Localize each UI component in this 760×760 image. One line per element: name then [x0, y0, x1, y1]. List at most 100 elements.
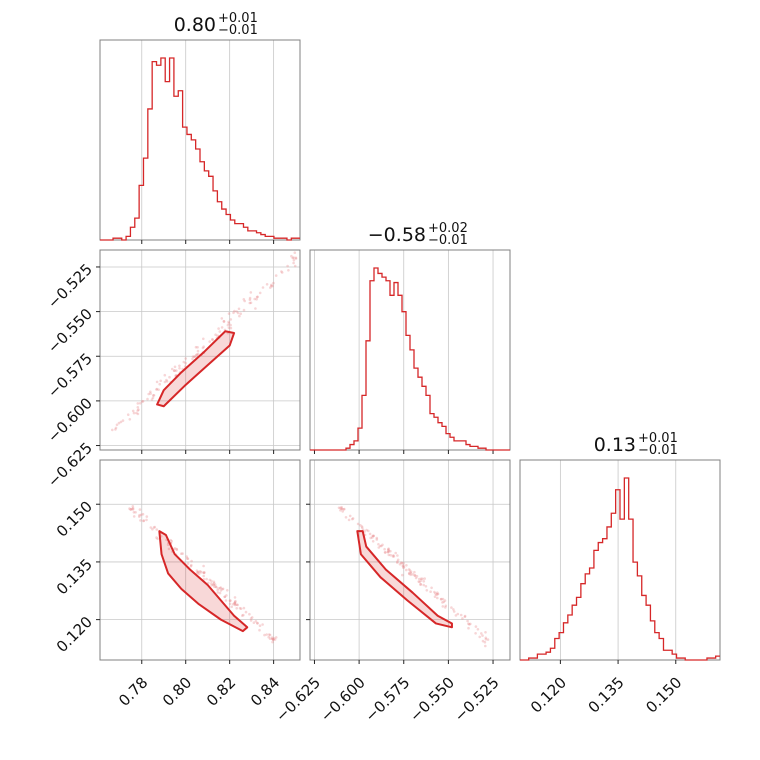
- sample-point: [170, 367, 174, 371]
- sample-point: [169, 538, 172, 542]
- sample-point: [340, 507, 344, 511]
- sample-point: [217, 327, 220, 330]
- sample-point: [402, 565, 406, 569]
- sample-point: [339, 509, 342, 512]
- grid-lines: [314, 250, 494, 450]
- param-title-0: 0.80 +0.01−0.01: [174, 11, 258, 38]
- grid-lines: [100, 250, 300, 450]
- sample-point: [480, 632, 483, 635]
- sample-point: [202, 574, 205, 578]
- sample-point: [294, 256, 298, 260]
- sample-point: [233, 596, 237, 599]
- sample-point: [158, 382, 161, 386]
- sample-point: [386, 550, 390, 554]
- title-error-minus: −0.01: [218, 23, 258, 38]
- panel-1-1: [309, 249, 511, 454]
- sample-point: [173, 365, 177, 369]
- sample-point: [454, 614, 458, 617]
- sample-point: [155, 380, 159, 384]
- sample-point: [280, 270, 283, 273]
- sample-point: [224, 599, 228, 602]
- sample-point: [270, 636, 274, 639]
- sample-point: [151, 396, 155, 400]
- sample-point: [212, 582, 216, 585]
- sample-point: [218, 591, 222, 595]
- sample-point: [140, 400, 144, 403]
- sample-point: [114, 426, 118, 430]
- sample-point: [135, 411, 138, 415]
- sample-point: [396, 558, 400, 562]
- sample-point: [132, 515, 136, 518]
- sample-point: [414, 576, 418, 580]
- sample-point: [340, 507, 343, 511]
- sample-point: [351, 517, 355, 520]
- sample-point: [223, 595, 226, 599]
- sample-point: [216, 591, 220, 594]
- sample-point: [234, 603, 237, 607]
- sample-point: [196, 570, 200, 574]
- sample-point: [153, 525, 157, 529]
- sample-point: [197, 570, 200, 574]
- sample-point: [217, 587, 220, 590]
- sample-point: [248, 612, 251, 616]
- sample-point: [459, 613, 463, 617]
- y-tick-label: 0.150: [53, 498, 96, 541]
- sample-point: [381, 543, 384, 547]
- sample-point: [208, 340, 211, 343]
- sample-point: [212, 583, 215, 587]
- param-title-2: 0.13 +0.01−0.01: [594, 431, 678, 458]
- sample-point: [258, 291, 262, 295]
- sample-point: [186, 562, 190, 565]
- sample-point: [237, 307, 241, 311]
- sample-point: [442, 600, 446, 604]
- sample-point: [205, 577, 208, 581]
- sample-point: [138, 513, 141, 517]
- sample-point: [212, 583, 215, 586]
- sample-point: [436, 591, 439, 594]
- sample-point: [343, 507, 346, 511]
- sample-point: [433, 595, 437, 598]
- sample-point: [401, 564, 405, 568]
- sample-point: [190, 559, 193, 563]
- sample-point: [242, 298, 246, 301]
- sample-point: [131, 409, 135, 413]
- sample-point: [141, 512, 145, 516]
- sample-point: [396, 560, 399, 563]
- sample-point: [165, 380, 169, 383]
- sample-point: [413, 574, 417, 577]
- sample-point: [155, 528, 159, 531]
- sample-point: [194, 345, 198, 349]
- sample-point: [136, 412, 140, 416]
- sample-point: [443, 599, 447, 602]
- sample-point: [229, 318, 233, 321]
- sample-point: [392, 554, 395, 557]
- sample-point: [159, 379, 162, 383]
- sample-point: [452, 608, 455, 611]
- sample-point: [186, 557, 189, 560]
- sample-point: [201, 346, 205, 350]
- sample-point: [128, 507, 131, 510]
- sample-point: [202, 571, 205, 574]
- sample-point: [468, 623, 471, 626]
- sample-point: [226, 589, 229, 592]
- sample-point: [375, 536, 379, 540]
- sample-point: [155, 536, 158, 539]
- sample-point: [255, 295, 259, 299]
- x-tick-label: −0.525: [451, 673, 503, 725]
- sample-point: [256, 295, 259, 299]
- sample-point: [227, 322, 231, 325]
- sample-point: [371, 536, 374, 539]
- contour-line: [156, 330, 236, 408]
- sample-point: [424, 585, 428, 588]
- sample-point: [233, 600, 237, 604]
- sample-point: [436, 593, 439, 596]
- sample-point: [173, 547, 177, 550]
- sample-point: [152, 394, 156, 397]
- sample-point: [170, 539, 173, 543]
- sample-point: [136, 406, 140, 409]
- title-error-plus: +0.01: [218, 11, 258, 26]
- sample-point: [165, 378, 168, 382]
- sample-point: [236, 311, 240, 315]
- sample-point: [149, 390, 152, 394]
- sample-point: [145, 518, 148, 522]
